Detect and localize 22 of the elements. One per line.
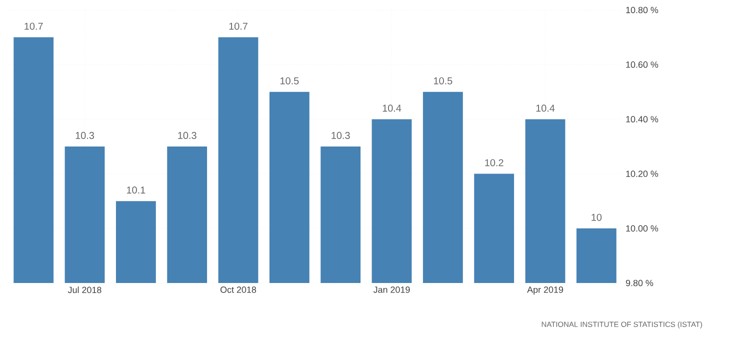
y-tick-label: 9.80 % xyxy=(626,280,654,286)
data-label: 10.5 xyxy=(280,77,299,84)
data-label: 10.4 xyxy=(536,104,555,112)
x-tick-label: Jan 2019 xyxy=(373,286,410,293)
data-label: 10.7 xyxy=(229,22,248,30)
y-tick-label: 10.40 % xyxy=(626,116,658,122)
data-label: 10.3 xyxy=(76,132,94,139)
data-label: 10.4 xyxy=(382,104,402,112)
data-label: 10.2 xyxy=(485,159,504,166)
y-tick-label: 10.60 % xyxy=(626,61,658,68)
x-tick-label: Oct 2018 xyxy=(220,286,256,293)
data-label: 10.3 xyxy=(332,132,350,139)
data-label: 10.7 xyxy=(24,22,43,30)
y-tick-label: 10.80 % xyxy=(626,6,658,14)
y-tick-label: 10.20 % xyxy=(626,170,658,177)
data-label: 10.1 xyxy=(126,186,146,194)
y-tick-label: 10.00 % xyxy=(626,225,658,232)
data-label: 10 xyxy=(592,214,602,221)
x-tick-label: Jul 2018 xyxy=(68,286,102,294)
data-label: 10.5 xyxy=(434,77,452,84)
x-tick-label: Apr 2019 xyxy=(527,286,564,295)
data-label: 10.3 xyxy=(178,132,196,139)
